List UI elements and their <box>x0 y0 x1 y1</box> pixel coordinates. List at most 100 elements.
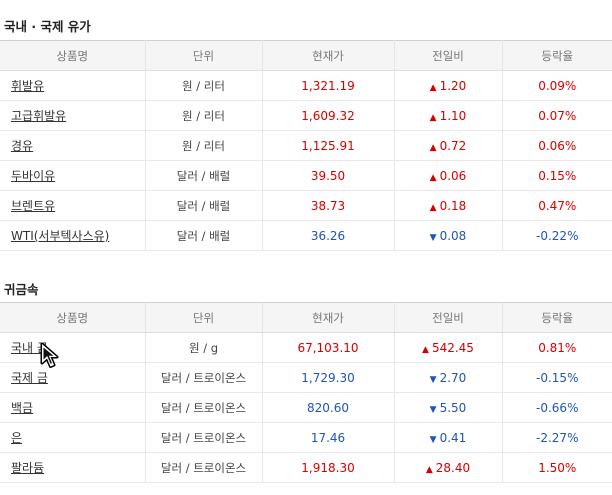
header-product: 상품명 <box>0 40 145 71</box>
unit-cell: 달러 / 트로이온스 <box>144 422 262 453</box>
table-row: 백금 달러 / 트로이온스 820.60 ▼ 5.50 -0.66% <box>0 392 612 423</box>
unit-cell: 원 / 리터 <box>144 70 262 101</box>
price-cell: 1,609.32 <box>261 100 394 131</box>
change-value: 1.20 <box>439 78 467 93</box>
product-link[interactable]: 두바이유 <box>11 169 56 183</box>
oil-section-title: 국내 · 국제 유가 <box>4 19 91 34</box>
header-change: 전일비 <box>393 302 502 333</box>
price-cell: 36.26 <box>261 220 394 251</box>
product-link[interactable]: 팔라듐 <box>11 461 45 475</box>
triangle-up-icon: ▲ <box>429 172 437 183</box>
price-cell: 67,103.10 <box>261 332 394 363</box>
unit-cell: 원 / g <box>144 332 262 363</box>
product-cell: 두바이유 <box>0 160 145 191</box>
price-cell: 1,125.91 <box>261 130 394 161</box>
triangle-down-icon: ▼ <box>429 232 437 243</box>
product-cell: WTI(서부텍사스유) <box>0 220 145 251</box>
product-cell: 백금 <box>0 392 145 423</box>
price-cell: 1,918.30 <box>261 452 394 483</box>
product-cell: 국제 금 <box>0 362 145 393</box>
change-cell: ▲ 28.40 <box>393 452 502 483</box>
product-link[interactable]: WTI(서부텍사스유) <box>11 229 110 243</box>
product-link[interactable]: 국제 금 <box>11 371 48 385</box>
header-unit: 단위 <box>144 40 262 71</box>
change-cell: ▲ 0.06 <box>393 160 502 191</box>
rate-cell: 0.47% <box>501 190 612 221</box>
change-cell: ▼ 2.70 <box>393 362 502 393</box>
product-link[interactable]: 휘발유 <box>11 79 45 93</box>
rate-cell: 0.81% <box>501 332 612 363</box>
header-price: 현재가 <box>261 40 394 71</box>
rate-cell: -0.66% <box>501 392 612 423</box>
change-cell: ▼ 5.50 <box>393 392 502 423</box>
rate-cell: 0.07% <box>501 100 612 131</box>
price-cell: 17.46 <box>261 422 394 453</box>
change-value: 0.72 <box>439 138 467 153</box>
table-row: 브렌트유 달러 / 배럴 38.73 ▲ 0.18 0.47% <box>0 190 612 221</box>
product-link[interactable]: 은 <box>11 431 23 445</box>
product-link[interactable]: 브렌트유 <box>11 199 56 213</box>
unit-cell: 원 / 리터 <box>144 100 262 131</box>
change-value: 0.41 <box>439 430 467 445</box>
header-rate: 등락율 <box>501 302 612 333</box>
change-value: 0.06 <box>439 168 467 183</box>
triangle-down-icon: ▼ <box>429 404 437 415</box>
unit-cell: 달러 / 배럴 <box>144 220 262 251</box>
change-value: 5.50 <box>439 400 467 415</box>
table-row: 두바이유 달러 / 배럴 39.50 ▲ 0.06 0.15% <box>0 160 612 191</box>
product-cell: 팔라듐 <box>0 452 145 483</box>
header-unit: 단위 <box>144 302 262 333</box>
table-row: WTI(서부텍사스유) 달러 / 배럴 36.26 ▼ 0.08 -0.22% <box>0 220 612 251</box>
price-cell: 1,729.30 <box>261 362 394 393</box>
change-cell: ▲ 1.20 <box>393 70 502 101</box>
price-cell: 1,321.19 <box>261 70 394 101</box>
change-cell: ▼ 0.41 <box>393 422 502 453</box>
product-link[interactable]: 국내 금 <box>11 341 48 355</box>
product-cell: 은 <box>0 422 145 453</box>
triangle-up-icon: ▲ <box>429 142 437 153</box>
change-cell: ▲ 0.18 <box>393 190 502 221</box>
triangle-up-icon: ▲ <box>425 464 433 475</box>
product-cell: 고급휘발유 <box>0 100 145 131</box>
triangle-up-icon: ▲ <box>429 112 437 123</box>
unit-cell: 달러 / 트로이온스 <box>144 452 262 483</box>
rate-cell: 1.50% <box>501 452 612 483</box>
change-cell: ▲ 1.10 <box>393 100 502 131</box>
oil-price-table: 상품명 단위 현재가 전일비 등락율 휘발유 원 / 리터 1,321.19 ▲ 1.2… <box>0 40 612 251</box>
change-cell: ▼ 0.08 <box>393 220 502 251</box>
change-value: 0.18 <box>439 198 467 213</box>
rate-cell: -2.27% <box>501 422 612 453</box>
rate-cell: -0.22% <box>501 220 612 251</box>
product-link[interactable]: 백금 <box>11 401 34 415</box>
unit-cell: 원 / 리터 <box>144 130 262 161</box>
price-cell: 820.60 <box>261 392 394 423</box>
triangle-down-icon: ▼ <box>429 374 437 385</box>
change-value: 542.45 <box>431 340 474 355</box>
product-cell: 브렌트유 <box>0 190 145 221</box>
price-cell: 38.73 <box>261 190 394 221</box>
change-value: 28.40 <box>435 460 471 475</box>
unit-cell: 달러 / 트로이온스 <box>144 362 262 393</box>
rate-cell: 0.09% <box>501 70 612 101</box>
metal-section-title: 귀금속 <box>4 282 39 297</box>
table-header-row: 상품명 단위 현재가 전일비 등락율 <box>0 302 612 333</box>
product-link[interactable]: 고급휘발유 <box>11 109 67 123</box>
table-header-row: 상품명 단위 현재가 전일비 등락율 <box>0 40 612 71</box>
header-product: 상품명 <box>0 302 145 333</box>
triangle-up-icon: ▲ <box>422 344 429 355</box>
product-cell: 경유 <box>0 130 145 161</box>
change-value: 2.70 <box>439 370 467 385</box>
table-row: 휘발유 원 / 리터 1,321.19 ▲ 1.20 0.09% <box>0 70 612 101</box>
table-row: 은 달러 / 트로이온스 17.46 ▼ 0.41 -2.27% <box>0 422 612 453</box>
table-row: 팔라듐 달러 / 트로이온스 1,918.30 ▲ 28.40 1.50% <box>0 452 612 483</box>
rate-cell: 0.06% <box>501 130 612 161</box>
header-change: 전일비 <box>393 40 502 71</box>
triangle-up-icon: ▲ <box>429 82 437 93</box>
unit-cell: 달러 / 배럴 <box>144 160 262 191</box>
change-cell: ▲ 0.72 <box>393 130 502 161</box>
header-price: 현재가 <box>261 302 394 333</box>
product-link[interactable]: 경유 <box>11 139 34 153</box>
rate-cell: -0.15% <box>501 362 612 393</box>
change-value: 0.08 <box>439 228 467 243</box>
header-rate: 등락율 <box>501 40 612 71</box>
